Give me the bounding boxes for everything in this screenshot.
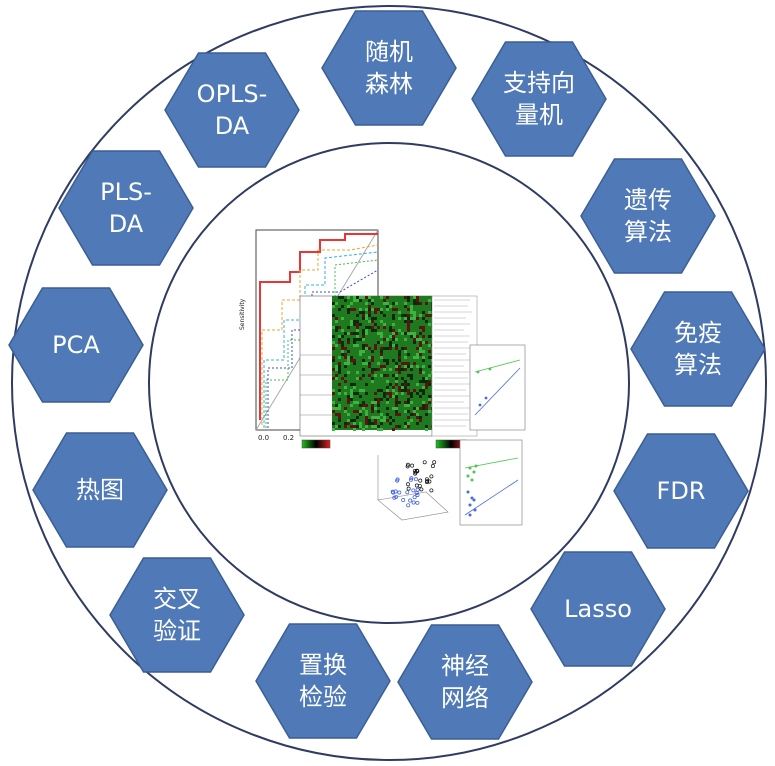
hex-label-fdr-0: FDR	[657, 477, 706, 505]
hex-node-pca: PCA	[8, 287, 144, 403]
hexagon-shape	[630, 291, 766, 407]
hexagon-shape	[613, 433, 749, 549]
center-figure-collage: Sensitivity 0.0 0.2	[239, 229, 526, 526]
hexagon-shape	[255, 623, 391, 739]
correlation-plot-thumbnail-top	[469, 344, 526, 431]
hex-label-pls-da-0: PLS-	[100, 178, 152, 206]
hexagon-shape	[471, 41, 607, 157]
hexagon-shape	[109, 557, 245, 673]
hexagon-shape	[8, 287, 144, 403]
hex-node-opls-da: OPLS- DA	[164, 52, 300, 168]
hex-label-permutation-test-0: 置换	[299, 651, 347, 679]
heatmap-thumbnail	[299, 295, 478, 449]
hex-label-genetic-algorithm-1: 算法	[624, 218, 672, 246]
hex-label-opls-da-0: OPLS-	[197, 80, 268, 108]
roc-xtick-0: 0.0	[258, 434, 269, 442]
hexagon-shape	[164, 52, 300, 168]
hex-label-svm-1: 量机	[515, 101, 563, 129]
hex-label-cross-validation-0: 交叉	[153, 585, 201, 613]
hex-label-heatmap-0: 热图	[76, 476, 124, 504]
hex-label-genetic-algorithm-0: 遗传	[624, 186, 672, 214]
roc-xtick-1: 0.2	[283, 434, 294, 442]
hexagon-shape	[580, 158, 716, 274]
hex-label-opls-da-1: DA	[215, 112, 250, 140]
hexagon-shape	[397, 624, 533, 740]
hexagon-shape	[530, 551, 666, 667]
hex-label-neural-network-0: 神经	[441, 652, 489, 680]
hex-label-immune-algorithm-0: 免疫	[674, 319, 722, 347]
pca-3d-scatter-thumbnail	[377, 455, 449, 521]
hex-node-fdr: FDR	[613, 433, 749, 549]
roc-ylabel: Sensitivity	[239, 298, 246, 330]
hex-label-svm-0: 支持向	[503, 69, 575, 97]
hex-label-pls-da-1: DA	[109, 210, 144, 238]
hex-label-cross-validation-1: 验证	[153, 617, 201, 645]
hex-label-pca-0: PCA	[52, 331, 100, 359]
hex-label-neural-network-1: 网络	[441, 684, 489, 712]
hexagon-shape	[32, 432, 168, 548]
hexagon-shape	[321, 10, 457, 126]
hex-node-lasso: Lasso	[530, 551, 666, 667]
hexagon-shape	[58, 150, 194, 266]
hex-label-lasso-0: Lasso	[564, 595, 632, 623]
hex-node-heatmap: 热图	[32, 432, 168, 548]
hex-label-random-forest-1: 森林	[365, 70, 413, 98]
hex-label-immune-algorithm-1: 算法	[674, 351, 722, 379]
hex-label-random-forest-0: 随机	[365, 38, 413, 66]
correlation-plot-thumbnail-bottom	[459, 439, 523, 526]
hex-label-permutation-test-1: 检验	[299, 683, 347, 711]
hex-node-pls-da: PLS- DA	[58, 150, 194, 266]
